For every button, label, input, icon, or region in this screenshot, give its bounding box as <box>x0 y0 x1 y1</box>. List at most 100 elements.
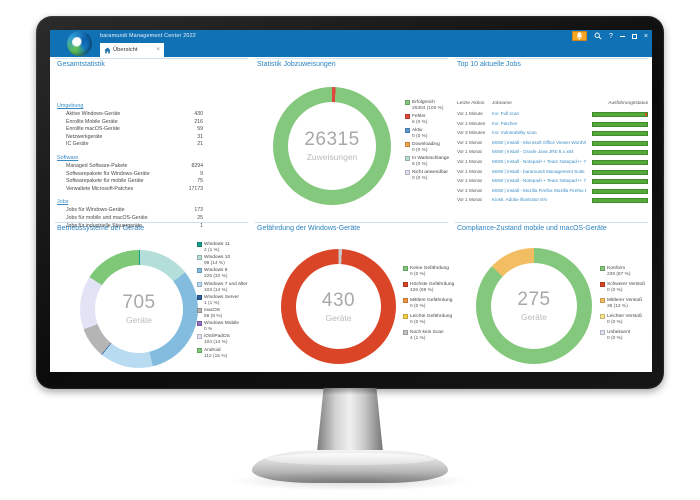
legend-item: Konform 239 (87 %) <box>600 266 645 277</box>
legend-item: Downloading 0 (0 %) <box>405 142 449 153</box>
job-link[interactable]: MSW | Install - Microsoft Office Viewer … <box>492 139 586 145</box>
legend-label: macOS <box>204 307 220 313</box>
legend-swatch <box>600 266 605 271</box>
legend-label: Mittlere Gefährdung <box>410 298 453 303</box>
panel-title-jobzuweisungen: Statistik Jobzuweisungen <box>257 61 336 68</box>
column-header-status: Ausführungsstatus <box>608 101 648 106</box>
legend-label: Windows Server <box>204 294 239 300</box>
legend-item: Mittlerer Verstoß 36 (13 %) <box>600 298 645 309</box>
maximize-button[interactable] <box>631 33 637 39</box>
legend-item: Windows Mobile 0 % <box>197 321 247 332</box>
legend-item: Höchste Gefährdung 426 (99 %) <box>403 282 454 293</box>
legend-swatch <box>405 170 410 175</box>
monitor-stand-base <box>252 450 448 483</box>
job-row: Vor 3 Minuten Inv: Vulnerability scan <box>457 129 648 139</box>
compliance-unit: Geräte <box>521 312 547 322</box>
tab-bar <box>50 42 652 57</box>
legend-label: Leichter Verstoß <box>607 314 642 319</box>
job-link[interactable]: Inv: Vulnerability scan <box>492 130 537 136</box>
panel-title-gesamtstatistik: Gesamtstatistik <box>57 61 105 68</box>
threat-unit: Geräte <box>325 312 352 323</box>
job-link[interactable]: Inv: Patches <box>492 120 518 126</box>
panel-title-betriebssysteme: Betriebssysteme der Geräte <box>57 225 145 232</box>
legend-label: Leichte Gefährdung <box>410 314 453 319</box>
stat-value: 21 <box>197 141 203 148</box>
legend-swatch <box>405 114 410 119</box>
job-time: Vor 1 Monat <box>457 187 482 193</box>
window-title: baramundi Management Center 2022 <box>100 33 197 39</box>
legend-item: Schwerer Verstoß 0 (0 %) <box>600 282 645 293</box>
job-link[interactable]: MSW | Install - Notepad++ Team Notepad++… <box>492 178 586 184</box>
legend-item: Keine Gefährdung 0 (0 %) <box>403 266 454 277</box>
minimize-icon <box>619 35 625 37</box>
alerts-button[interactable] <box>572 31 587 41</box>
bell-icon <box>576 32 583 40</box>
stat-label: Verwaltete Microsoft-Patches <box>66 185 134 192</box>
legend-swatch <box>197 334 202 340</box>
stat-row: Jobs für Windows-Geräte 173 <box>57 207 203 215</box>
job-status-bar <box>592 112 648 117</box>
legend-swatch <box>403 330 408 335</box>
stat-row: Jobs für mobile und macOS-Geräte 25 <box>57 215 203 223</box>
home-icon <box>104 47 111 53</box>
legend-item: Android 112 (15 %) <box>197 347 247 359</box>
legend-item: Leichter Verstoß 0 (0 %) <box>600 314 645 325</box>
legend-value: 426 (99 %) <box>410 288 434 293</box>
legend-swatch <box>600 298 605 303</box>
legend-item: Windows Server 1 (1 %) <box>197 294 247 306</box>
dashboard: Gesamtstatistik Statistik Jobzuweisungen… <box>50 57 652 372</box>
job-row: Vor 1 Monat Kiosk: Adobe Illustrator EN <box>457 196 648 206</box>
legend-swatch <box>197 347 202 353</box>
job-link[interactable]: MSW | Install - baramundi Management Sui… <box>492 168 586 174</box>
legend-item: In Warteschlange 5 (0 %) <box>405 156 449 167</box>
legend-value: 0 (0 %) <box>412 148 428 153</box>
threat-total: 430 <box>321 289 356 311</box>
legend-label: Aktiv <box>412 128 423 133</box>
stat-value: 75 <box>197 178 203 185</box>
legend-label: Downloading <box>412 142 440 147</box>
stat-row: Enrollte Mobile Geräte 216 <box>57 119 203 127</box>
legend-swatch <box>197 294 202 300</box>
stat-row: Managed Software-Pakete 8294 <box>57 163 203 171</box>
help-button[interactable]: ? <box>609 32 613 40</box>
legend-value: 0 % <box>204 327 213 333</box>
screen: baramundi Management Center 2022 ? × Übe… <box>50 30 652 372</box>
legend-item: Noch kein Scan 4 (1 %) <box>403 330 454 341</box>
minimize-button[interactable] <box>619 35 625 37</box>
job-link[interactable]: MSW | Install - Mozilla Firefox Mozilla … <box>492 187 586 193</box>
section-link-umgebung[interactable]: Umgebung <box>57 103 84 109</box>
job-link[interactable]: MSW | Install - Oracle Java JRE 8.x x64 <box>492 149 574 155</box>
section-link-software[interactable]: Software <box>57 154 79 161</box>
legend-label: Windows 7 und älter <box>204 281 248 287</box>
legend-label: Windows 10 <box>204 255 231 261</box>
donut-hole <box>296 264 381 349</box>
jobs-table-header: Letzte Aktion Jobname Ausführungsstatus <box>457 101 648 108</box>
os-legend: Windows 11 2 (1 %) Windows 10 99 (14 %) <box>197 242 247 361</box>
legend-swatch <box>600 282 605 287</box>
legend-swatch <box>405 156 410 161</box>
close-button[interactable]: × <box>643 32 648 40</box>
job-link[interactable]: Inv: Full scan <box>492 111 520 116</box>
panel-divider <box>255 222 448 223</box>
job-time: Vor 1 Monat <box>457 149 482 155</box>
legend-label: Windows 8 <box>204 268 228 274</box>
stat-row: IC Geräte 21 <box>57 141 203 149</box>
legend-value: 0 (0 %) <box>607 288 623 293</box>
legend-value: 0 (0 %) <box>607 320 623 325</box>
os-donut: 705 Geräte <box>80 250 198 368</box>
tab-close-icon[interactable]: × <box>156 45 160 53</box>
job-link[interactable]: Kiosk: Adobe Illustrator EN <box>492 197 547 203</box>
section-link-jobs[interactable]: Jobs <box>57 199 69 206</box>
job-status-bar <box>592 140 648 146</box>
threat-legend: Keine Gefährdung 0 (0 %) Höchste Gefährd… <box>403 266 454 346</box>
job-time: Vor 2 Minuten <box>457 120 486 126</box>
job-time: Vor 1 Monat <box>457 139 482 145</box>
search-button[interactable] <box>594 32 602 40</box>
job-time: Vor 1 Monat <box>457 197 482 203</box>
job-link[interactable]: MSW | Install - Notepad++ Team Notepad++… <box>492 158 586 164</box>
job-status-bar <box>592 169 648 175</box>
stat-row: Enrollte macOS-Geräte 59 <box>57 126 203 134</box>
tab-uebersicht[interactable]: Übersicht × <box>100 43 164 57</box>
legend-value: 225 (32 %) <box>204 274 228 280</box>
legend-item: Unbekannt 0 (0 %) <box>600 330 645 341</box>
